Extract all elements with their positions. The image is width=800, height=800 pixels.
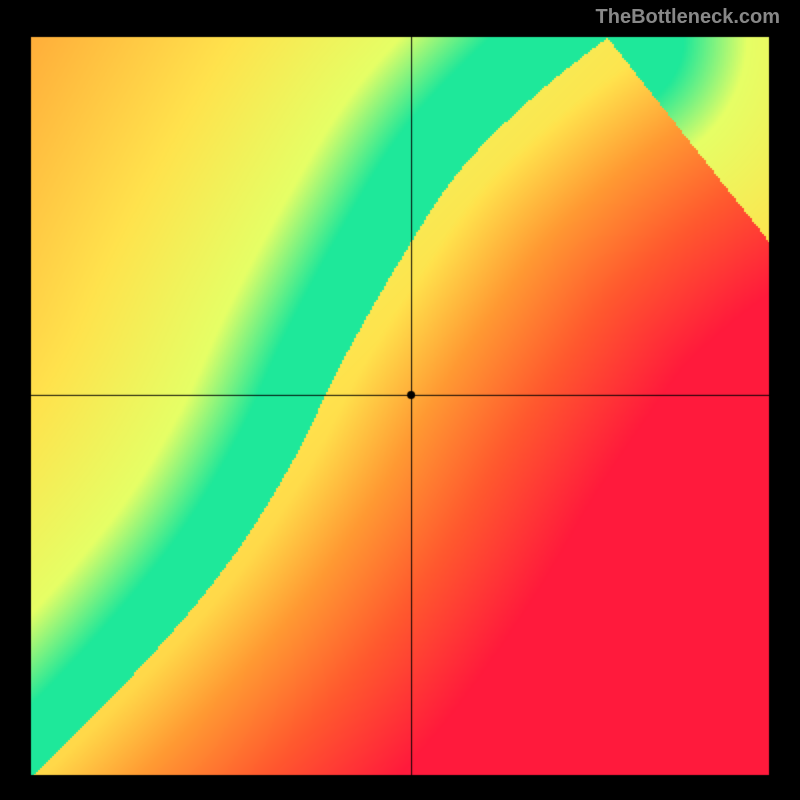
- heatmap-canvas: [0, 0, 800, 800]
- watermark-text: TheBottleneck.com: [596, 6, 780, 29]
- chart-container: TheBottleneck.com: [0, 0, 800, 800]
